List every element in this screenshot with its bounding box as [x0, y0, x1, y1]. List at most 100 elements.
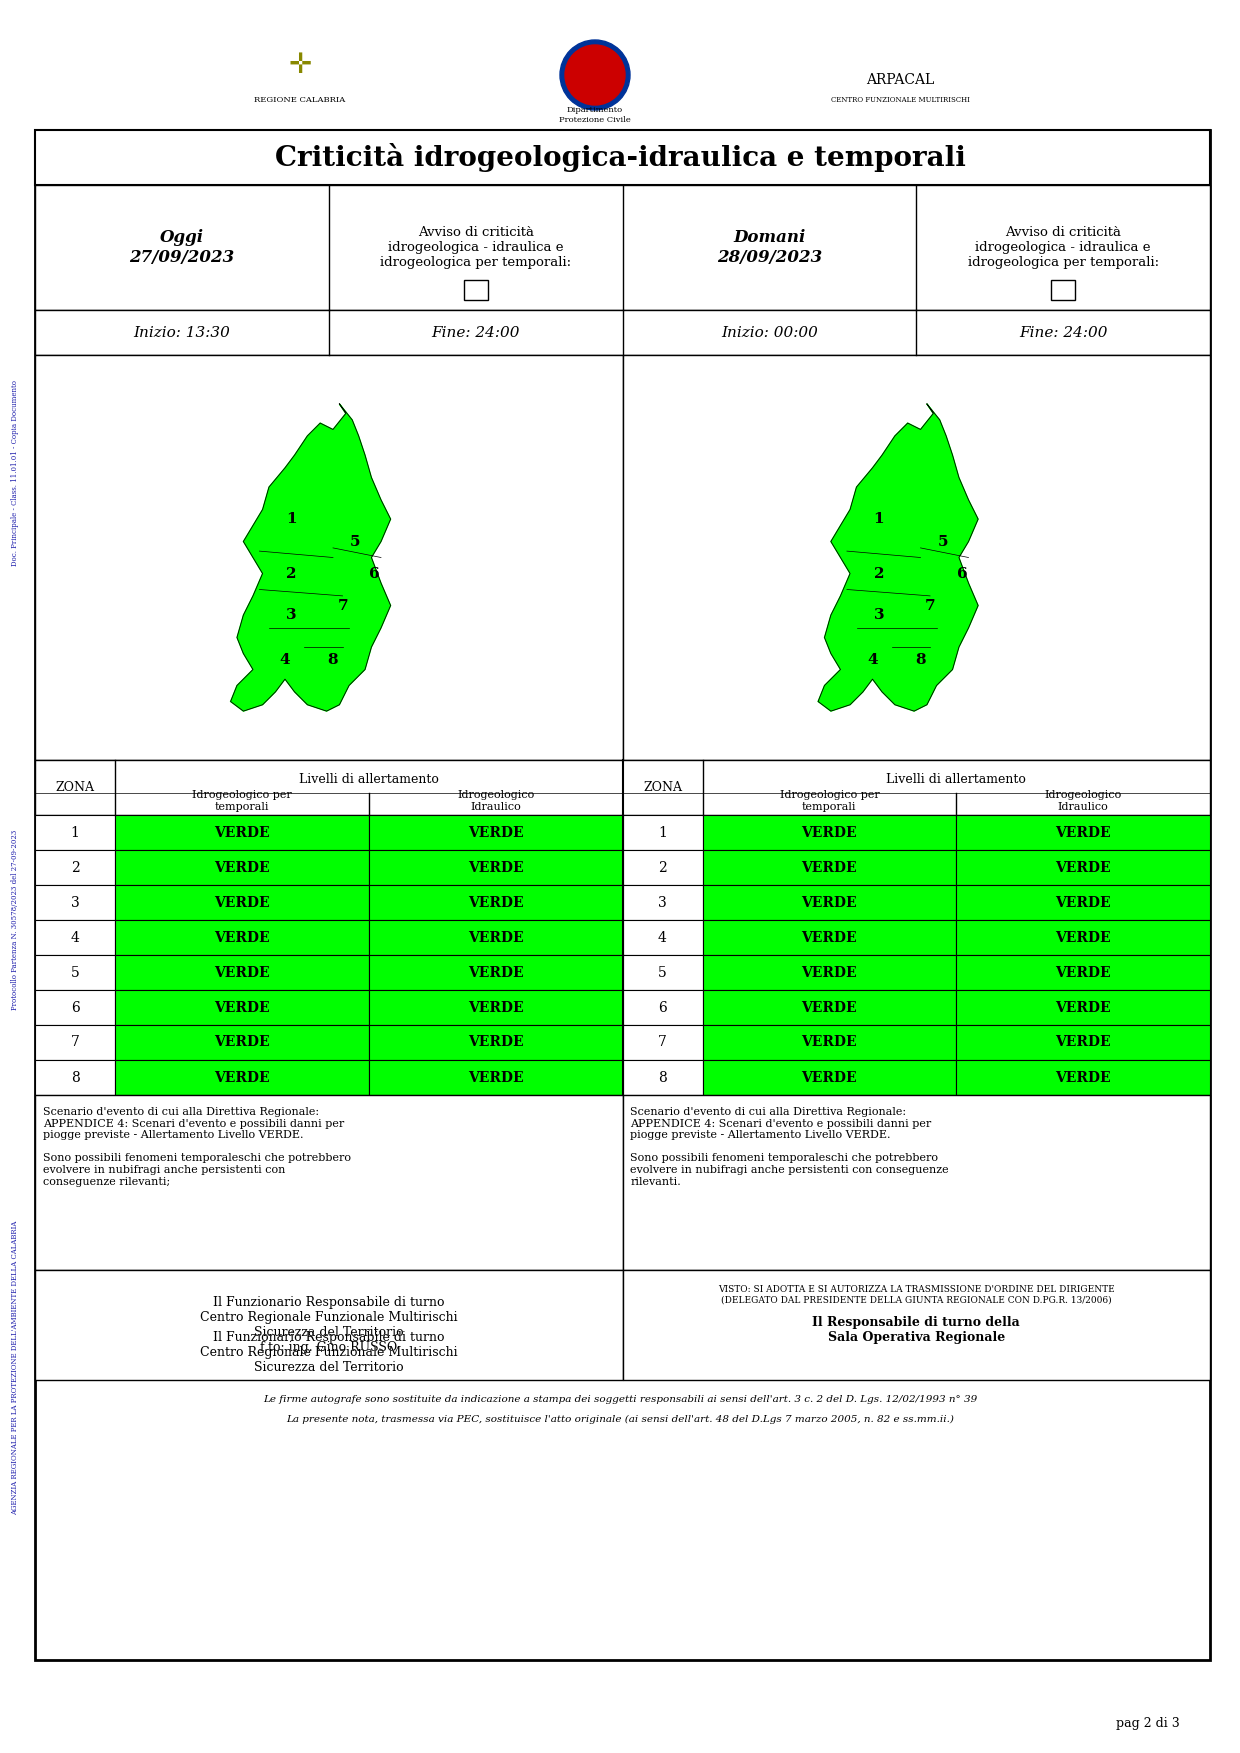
Bar: [35, 761, 1210, 815]
Text: Idrogeologico per
temporali: Idrogeologico per temporali: [192, 791, 291, 812]
Text: VERDE: VERDE: [801, 1036, 857, 1050]
Bar: [35, 130, 1210, 1660]
Bar: [368, 920, 622, 955]
Text: VERDE: VERDE: [1055, 966, 1111, 980]
Text: pag 2 di 3: pag 2 di 3: [1116, 1716, 1180, 1730]
Text: Scenario d'evento di cui alla Direttiva Regionale:
APPENDICE 4: Scenari d'evento: Scenario d'evento di cui alla Direttiva …: [630, 1106, 949, 1187]
Bar: [35, 186, 1210, 310]
Text: 4: 4: [71, 931, 79, 945]
Bar: [115, 885, 368, 920]
Bar: [368, 885, 622, 920]
Text: AGENZIA REGIONALE PER LA PROTEZIONE DELL'AMBIENTE DELLA CALABRIA: AGENZIA REGIONALE PER LA PROTEZIONE DELL…: [11, 1220, 20, 1515]
Bar: [368, 850, 622, 885]
Bar: [622, 1269, 1210, 1380]
Bar: [622, 1096, 1210, 1269]
Text: VERDE: VERDE: [467, 896, 523, 910]
Text: 4: 4: [867, 652, 878, 666]
Text: ZONA: ZONA: [644, 782, 682, 794]
Text: 3: 3: [874, 608, 884, 622]
Text: 7: 7: [71, 1036, 79, 1050]
Text: VERDE: VERDE: [215, 861, 269, 875]
Text: VERDE: VERDE: [215, 966, 269, 980]
Bar: [622, 1026, 703, 1061]
Text: VERDE: VERDE: [467, 826, 523, 840]
Bar: [115, 850, 368, 885]
Text: Fine: 24:00: Fine: 24:00: [1019, 326, 1107, 340]
Text: 3: 3: [658, 896, 667, 910]
Text: VERDE: VERDE: [801, 1071, 857, 1085]
Text: VERDE: VERDE: [467, 931, 523, 945]
Bar: [35, 1061, 115, 1096]
Bar: [622, 920, 703, 955]
Text: Livelli di allertamento: Livelli di allertamento: [887, 773, 1027, 785]
Text: 6: 6: [370, 566, 379, 580]
Bar: [115, 815, 368, 850]
Text: Protezione Civile: Protezione Civile: [559, 116, 631, 124]
Text: Idrogeologico per
temporali: Idrogeologico per temporali: [780, 791, 879, 812]
Text: ARPACAL: ARPACAL: [866, 74, 934, 88]
Text: VERDE: VERDE: [1055, 1036, 1111, 1050]
Bar: [35, 955, 115, 990]
Text: 8: 8: [658, 1071, 667, 1085]
Text: VERDE: VERDE: [215, 1036, 269, 1050]
Text: Domani
28/09/2023: Domani 28/09/2023: [717, 230, 822, 266]
Text: 5: 5: [71, 966, 79, 980]
Bar: [956, 815, 1210, 850]
Bar: [703, 990, 956, 1026]
Bar: [956, 955, 1210, 990]
Text: VERDE: VERDE: [1055, 931, 1111, 945]
Bar: [622, 955, 703, 990]
Text: 4: 4: [658, 931, 667, 945]
Text: 4: 4: [280, 652, 290, 666]
Bar: [622, 1061, 703, 1096]
Bar: [115, 955, 368, 990]
Bar: [35, 356, 622, 761]
Text: VERDE: VERDE: [801, 931, 857, 945]
Bar: [368, 815, 622, 850]
Circle shape: [560, 40, 630, 110]
Text: Il Funzionario Responsabile di turno
Centro Regionale Funzionale Multirischi
Sic: Il Funzionario Responsabile di turno Cen…: [200, 1331, 458, 1374]
Bar: [703, 920, 956, 955]
Text: 2: 2: [286, 566, 296, 580]
Text: VERDE: VERDE: [467, 861, 523, 875]
Text: Il Funzionario Responsabile di turno
Centro Regionale Funzionale Multirischi
Sic: Il Funzionario Responsabile di turno Cen…: [200, 1295, 458, 1353]
Bar: [35, 815, 115, 850]
Text: 7: 7: [337, 598, 348, 612]
Text: Il Responsabile di turno della
Sala Operativa Regionale: Il Responsabile di turno della Sala Oper…: [812, 1317, 1021, 1345]
Text: 1: 1: [71, 826, 79, 840]
Bar: [1052, 280, 1075, 300]
Text: VERDE: VERDE: [1055, 1071, 1111, 1085]
Text: VERDE: VERDE: [215, 931, 269, 945]
Text: Criticità idrogeologica-idraulica e temporali: Criticità idrogeologica-idraulica e temp…: [274, 144, 966, 172]
Text: 8: 8: [71, 1071, 79, 1085]
Text: Doc. Principale - Class. 11.01.01 - Copia Documento: Doc. Principale - Class. 11.01.01 - Copi…: [11, 380, 20, 566]
Text: 5: 5: [658, 966, 667, 980]
Bar: [35, 885, 115, 920]
Bar: [368, 1026, 622, 1061]
Text: VERDE: VERDE: [801, 966, 857, 980]
Text: VERDE: VERDE: [467, 1001, 523, 1015]
Text: VERDE: VERDE: [801, 1001, 857, 1015]
Text: Le firme autografe sono sostituite da indicazione a stampa dei soggetti responsa: Le firme autografe sono sostituite da in…: [263, 1395, 977, 1404]
Bar: [622, 850, 703, 885]
Text: 7: 7: [925, 598, 935, 612]
Bar: [115, 1061, 368, 1096]
Text: Inizio: 00:00: Inizio: 00:00: [720, 326, 818, 340]
Text: Il Funzionario Responsabile di turno
Centro Regionale Funzionale Multirischi
Sic: Il Funzionario Responsabile di turno Cen…: [200, 1331, 458, 1374]
Bar: [622, 885, 703, 920]
Text: 1: 1: [658, 826, 667, 840]
Text: 2: 2: [658, 861, 667, 875]
Text: Avviso di criticità
idrogeologica - idraulica e
idrogeologica per temporali:: Avviso di criticità idrogeologica - idra…: [967, 226, 1158, 268]
Bar: [115, 1026, 368, 1061]
Text: 1: 1: [286, 512, 296, 526]
Bar: [956, 990, 1210, 1026]
Text: Livelli di allertamento: Livelli di allertamento: [299, 773, 439, 785]
Text: VERDE: VERDE: [1055, 896, 1111, 910]
Text: VERDE: VERDE: [215, 896, 269, 910]
Polygon shape: [231, 403, 391, 712]
Text: Scenario d'evento di cui alla Direttiva Regionale:
APPENDICE 4: Scenari d'evento: Scenario d'evento di cui alla Direttiva …: [43, 1106, 351, 1187]
Bar: [703, 815, 956, 850]
Bar: [35, 990, 115, 1026]
Text: CENTRO FUNZIONALE MULTIRISCHI: CENTRO FUNZIONALE MULTIRISCHI: [831, 96, 970, 103]
Circle shape: [565, 46, 625, 105]
